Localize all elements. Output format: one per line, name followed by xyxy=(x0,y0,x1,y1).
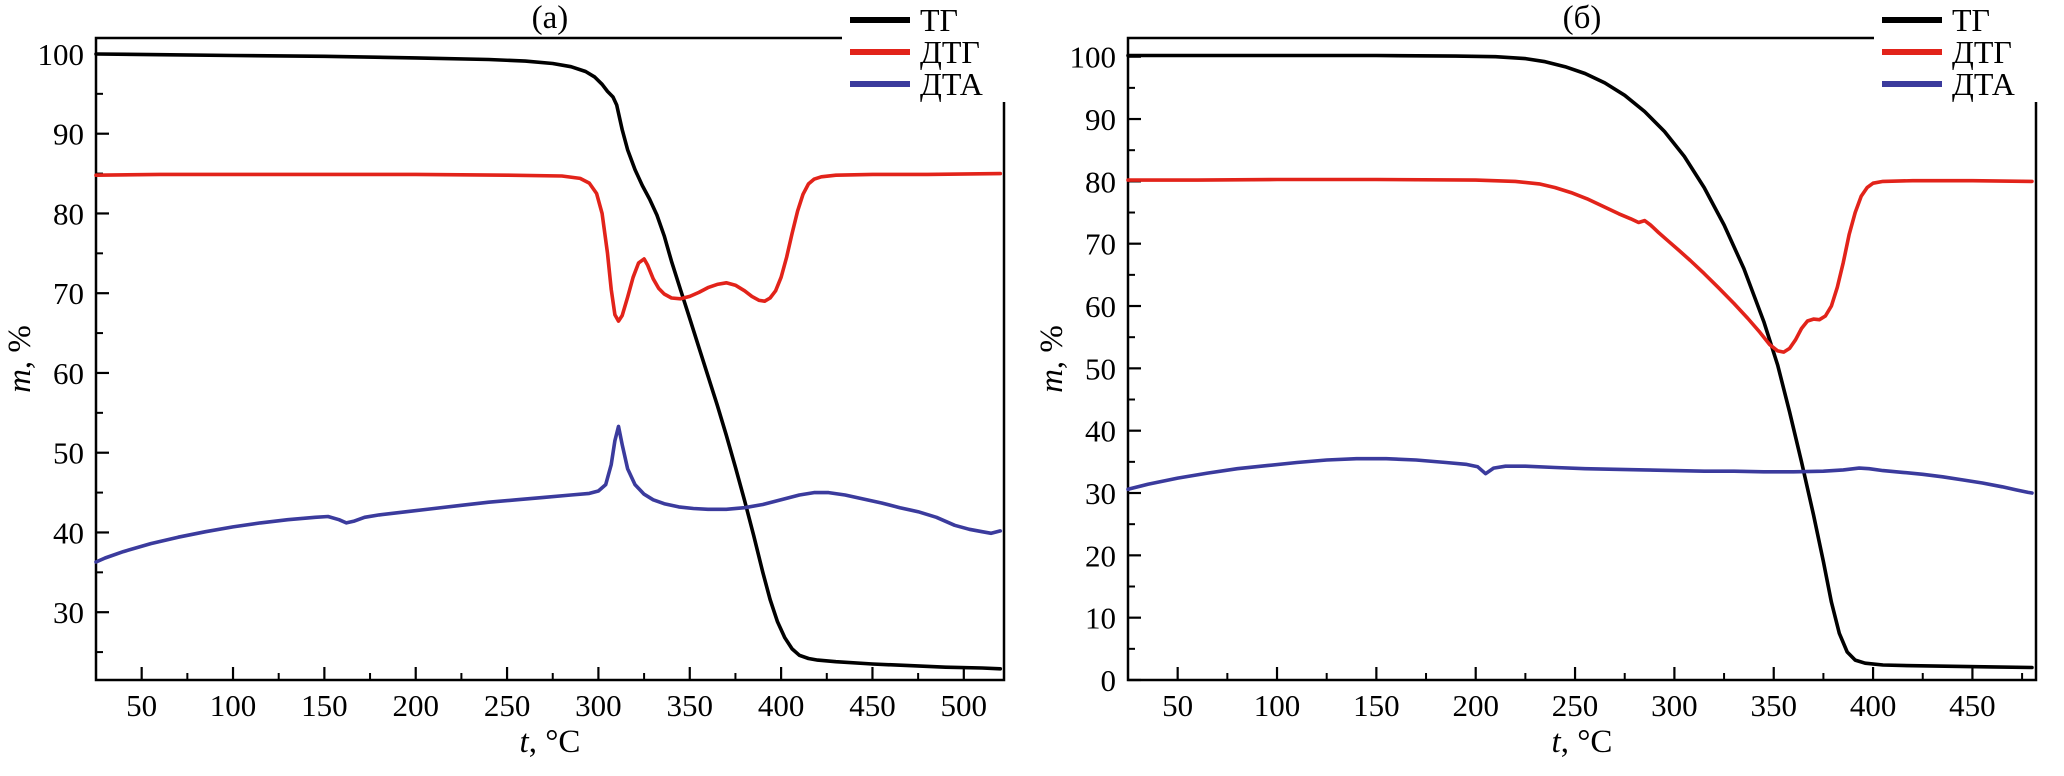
y-axis-label: m, % xyxy=(1034,325,1070,393)
x-tick-label: 200 xyxy=(392,688,439,723)
y-axis-label: m, % xyxy=(2,325,38,393)
x-tick-label: 250 xyxy=(1552,688,1599,723)
y-tick-label: 60 xyxy=(53,356,84,391)
legend-label-dta: ДТА xyxy=(920,66,983,102)
series-line-dta xyxy=(1126,456,2034,495)
legend-label-tg: ТГ xyxy=(1952,2,1990,38)
y-tick-label: 10 xyxy=(1085,601,1116,636)
chart-title: (а) xyxy=(532,0,569,36)
plot-frame xyxy=(94,36,1006,682)
x-tick-label: 450 xyxy=(849,688,896,723)
y-tick-label: 60 xyxy=(1085,289,1116,324)
x-tick-label: 100 xyxy=(1254,688,1301,723)
series-line-dtg xyxy=(1126,177,2034,354)
y-tick-label: 100 xyxy=(38,37,85,72)
x-tick-label: 400 xyxy=(1850,688,1897,723)
y-tick-label: 90 xyxy=(1085,102,1116,137)
series-line-dta xyxy=(94,424,1003,564)
x-tick-label: 350 xyxy=(667,688,714,723)
y-tick-label: 80 xyxy=(1085,164,1116,199)
y-tick-label: 100 xyxy=(1070,40,1117,75)
y-tick-label: 40 xyxy=(53,515,84,550)
series-line-tg xyxy=(1126,53,2034,670)
legend-label-dta: ДТА xyxy=(1952,66,2015,102)
chart-panel-b: 50 100 150 200 250 300 350 400 450 0 10 20 30 40 50 60 7… xyxy=(1032,0,2064,776)
legend-label-dtg: ДТГ xyxy=(1952,34,2012,70)
x-tick-label: 450 xyxy=(1949,688,1996,723)
series-line-tg xyxy=(94,52,1003,671)
x-tick-label: 500 xyxy=(941,688,988,723)
x-tick-label: 100 xyxy=(210,688,257,723)
legend-label-tg: ТГ xyxy=(920,2,958,38)
x-axis-label: t, °C xyxy=(520,724,581,760)
chart-a-svg: 50 100 150 200 250 300 350 400 450 500 30 40 50 60 70 8… xyxy=(2,0,1028,760)
chart-b-svg: 50 100 150 200 250 300 350 400 450 0 10 20 30 40 50 60 7… xyxy=(1034,0,2060,760)
series-line-dtg xyxy=(94,171,1003,323)
x-tick-label: 250 xyxy=(484,688,531,723)
y-tick-label: 70 xyxy=(53,276,84,311)
plot-frame xyxy=(1126,36,2038,682)
y-tick-label: 30 xyxy=(1085,476,1116,511)
x-tick-label: 300 xyxy=(1651,688,1698,723)
x-tick-label: 200 xyxy=(1452,688,1499,723)
y-tick-label: 50 xyxy=(1085,351,1116,386)
legend-label-dtg: ДТГ xyxy=(920,34,980,70)
x-axis-label: t, °C xyxy=(1552,724,1613,760)
chart-panel-a: 50 100 150 200 250 300 350 400 450 500 30 40 50 60 70 8… xyxy=(2,0,1028,760)
x-tick-label: 50 xyxy=(1162,688,1193,723)
x-tick-label: 150 xyxy=(1353,688,1400,723)
x-tick-label: 50 xyxy=(126,688,157,723)
y-tick-label: 50 xyxy=(53,436,84,471)
x-tick-label: 300 xyxy=(575,688,622,723)
y-tick-label: 80 xyxy=(53,196,84,231)
chart-title: (б) xyxy=(1563,0,1602,36)
x-tick-label: 400 xyxy=(758,688,805,723)
y-tick-label: 40 xyxy=(1085,414,1116,449)
y-tick-label: 30 xyxy=(53,595,84,630)
x-tick-label: 350 xyxy=(1750,688,1797,723)
y-tick-label: 0 xyxy=(1101,663,1117,698)
y-tick-label: 70 xyxy=(1085,227,1116,262)
y-tick-label: 90 xyxy=(53,117,84,152)
y-tick-label: 20 xyxy=(1085,538,1116,573)
x-tick-label: 150 xyxy=(301,688,348,723)
